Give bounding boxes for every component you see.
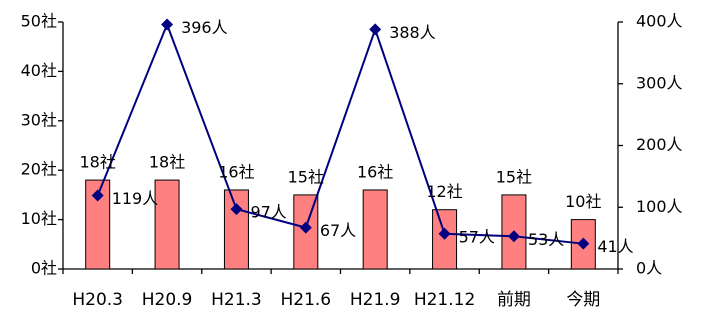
x-category-label: H21.12 (414, 290, 475, 310)
bar (154, 179, 180, 270)
line-point (438, 227, 451, 240)
bar-data-label: 16社 (218, 162, 254, 181)
bar (223, 189, 249, 270)
left-tick-label: 20社 (21, 160, 57, 179)
left-tick-label: 50社 (21, 12, 57, 31)
line-point (507, 230, 520, 243)
x-category-label: H21.9 (350, 290, 401, 310)
bar-data-label: 18社 (149, 153, 185, 172)
data-labels: 18社 18社 16社 15社 16社 12社 15社 10社 119人 396人 97人 67人 38… (80, 18, 634, 256)
bar-data-label: 16社 (357, 162, 393, 181)
line-series (91, 18, 590, 250)
right-tick-label: 100人 (636, 197, 683, 216)
line-data-label: 57人 (459, 227, 495, 246)
right-tick-label: 200人 (636, 135, 683, 154)
series-line (96, 21, 584, 245)
left-tick-label: 10社 (21, 209, 57, 228)
line-point (161, 18, 174, 31)
left-tick-label: 30社 (21, 110, 57, 129)
line-point (299, 221, 312, 234)
bar-data-label: 12社 (426, 182, 462, 201)
left-tick-label: 0社 (31, 259, 57, 278)
right-tick-label: 300人 (636, 73, 683, 92)
x-category-label: H20.3 (72, 290, 123, 310)
line-point (91, 189, 104, 202)
right-tick-label: 0人 (636, 259, 662, 278)
left-tick-label: 40社 (21, 61, 57, 80)
bar-series (85, 179, 596, 270)
line-data-label: 119人 (112, 189, 159, 208)
x-category-label: H21.6 (280, 290, 331, 310)
chart-axes: 0社 10社 20社 30社 40社 50社 0人 100人 200人 300人 400人 H20.3… (21, 12, 683, 311)
line-data-label: 97人 (250, 203, 286, 222)
x-category-label: 前期 (497, 290, 531, 310)
bar (362, 189, 388, 270)
bar-data-label: 15社 (496, 167, 532, 186)
bar-data-label: 10社 (565, 192, 601, 211)
x-category-label: H20.9 (142, 290, 193, 310)
bar-data-label: 18社 (80, 153, 116, 172)
line-data-label: 53人 (528, 230, 564, 249)
line-data-label: 67人 (320, 221, 356, 240)
x-category-label: H21.3 (211, 290, 262, 310)
line-point (230, 203, 243, 216)
line-data-label: 388人 (389, 23, 436, 42)
bar-data-label: 15社 (288, 167, 324, 186)
line-data-label: 41人 (597, 237, 633, 256)
x-category-label: 今期 (566, 290, 600, 310)
line-point (369, 23, 382, 36)
line-data-label: 396人 (181, 18, 228, 37)
right-tick-label: 400人 (636, 12, 683, 31)
line-point (577, 237, 590, 250)
